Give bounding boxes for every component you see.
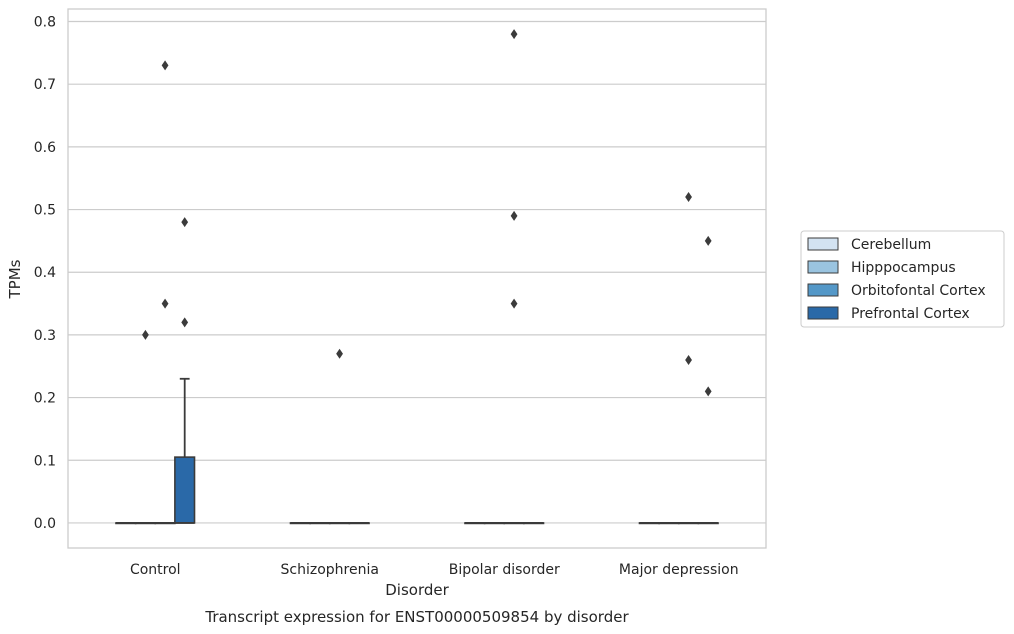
y-tick-label: 0.3 — [34, 328, 56, 344]
box-cerebellum — [289, 522, 311, 525]
box-orbitofontal-cortex — [154, 522, 176, 525]
legend-item: Cerebellum — [807, 237, 931, 253]
y-tick-label: 0.8 — [34, 15, 56, 31]
outlier-point — [704, 235, 712, 246]
y-axis-label: TPMs — [6, 259, 24, 299]
x-tick-label: Bipolar disorder — [449, 562, 560, 578]
outlier-point — [161, 298, 169, 309]
box-hipppocampus — [134, 522, 157, 525]
y-tick-label: 0.6 — [34, 140, 56, 156]
y-tick-label: 0.0 — [34, 516, 56, 532]
outlier-point — [142, 329, 149, 340]
box-prefrontal-cortex — [174, 377, 196, 524]
box-prefrontal-cortex — [348, 522, 370, 525]
legend-frame — [800, 230, 1005, 328]
box-hipppocampus — [483, 522, 506, 525]
plot-frame — [67, 8, 767, 549]
box-hipppocampus — [658, 522, 680, 525]
box-groups — [115, 377, 719, 525]
box-cerebellum — [638, 522, 660, 525]
legend: Cerebellum Hipppocampus Orbitofontal Corte… — [800, 230, 1005, 328]
y-gridlines — [68, 20, 766, 524]
outlier-point — [510, 298, 518, 309]
outlier-point — [685, 354, 692, 365]
outlier-point — [161, 60, 169, 71]
legend-items: Cerebellum Hipppocampus Orbitofontal Corte… — [807, 237, 986, 322]
legend-item: Orbitofontal Cortex — [807, 283, 986, 299]
x-tick-labels: Control Schizophrenia Bipolar disorder Majo… — [130, 562, 739, 578]
outlier-point — [510, 210, 518, 221]
x-axis-label: Disorder — [385, 581, 449, 599]
x-tick-label: Major depression — [619, 562, 739, 578]
y-tick-label: 0.4 — [34, 265, 56, 281]
outlier-point — [704, 386, 712, 397]
y-tick-label: 0.2 — [34, 391, 56, 407]
box-orbitofontal-cortex — [677, 522, 700, 525]
legend-swatch — [807, 260, 839, 274]
box-orbitofontal-cortex — [503, 522, 525, 525]
outlier-point — [685, 192, 692, 203]
legend-item: Hipppocampus — [807, 260, 956, 276]
outlier-point — [336, 348, 343, 359]
y-tick-label: 0.1 — [34, 453, 56, 469]
outlier-point — [510, 29, 518, 40]
chart-caption: Transcript expression for ENST0000050985… — [204, 608, 629, 626]
outlier-point — [181, 217, 189, 228]
y-tick-label: 0.5 — [34, 203, 56, 219]
y-tick-label: 0.7 — [34, 77, 56, 93]
y-tick-labels: 0.0 0.1 0.2 0.3 0.4 0.5 0.6 0.7 0.8 — [34, 15, 56, 532]
box-prefrontal-cortex — [523, 522, 545, 525]
legend-swatch — [807, 237, 839, 251]
x-tick-label: Schizophrenia — [281, 562, 379, 578]
legend-swatch — [807, 283, 839, 297]
legend-label: Prefrontal Cortex — [851, 306, 970, 322]
box-orbitofontal-cortex — [328, 522, 351, 525]
legend-swatch — [807, 306, 839, 320]
outlier-point — [181, 317, 189, 328]
x-tick-label: Control — [130, 562, 181, 578]
legend-label: Cerebellum — [851, 237, 931, 253]
box-cerebellum — [464, 522, 486, 525]
box-prefrontal-cortex — [697, 522, 719, 525]
legend-label: Hipppocampus — [851, 260, 956, 276]
box-hipppocampus — [309, 522, 331, 525]
legend-label: Orbitofontal Cortex — [851, 283, 986, 299]
box-cerebellum — [115, 522, 137, 525]
outlier-points — [142, 29, 712, 397]
box — [174, 456, 196, 524]
legend-item: Prefrontal Cortex — [807, 306, 970, 322]
